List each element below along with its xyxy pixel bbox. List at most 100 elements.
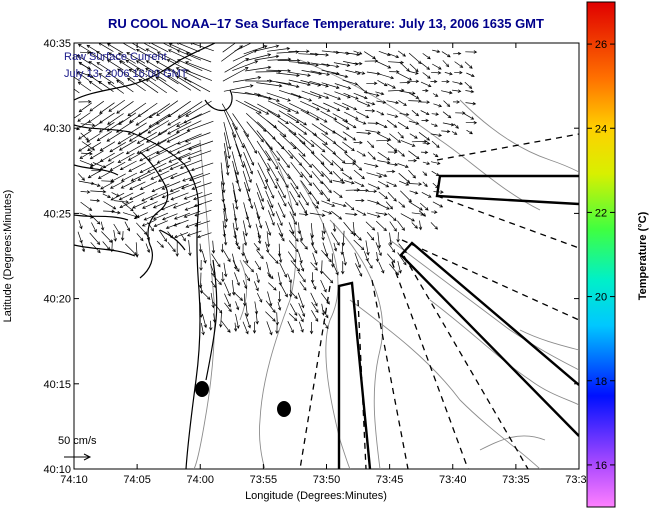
current-vector: [366, 231, 375, 241]
current-vector: [356, 150, 366, 157]
current-vector: [150, 170, 170, 180]
current-vector: [130, 172, 148, 182]
current-vector: [387, 213, 397, 222]
current-vector: [277, 301, 282, 311]
current-vector: [343, 92, 359, 100]
current-vector: [290, 92, 313, 102]
current-vector: [375, 251, 380, 263]
current-vector: [74, 76, 81, 82]
current-vector: [158, 229, 168, 243]
current-vector: [133, 212, 148, 220]
current-vector: [120, 231, 125, 242]
y-tick-label: 40:15: [43, 379, 71, 391]
current-vector: [289, 211, 297, 226]
current-vector: [290, 182, 301, 199]
current-vector: [344, 52, 361, 57]
current-vector: [254, 54, 280, 61]
current-vector: [183, 210, 201, 218]
temperature-colorbar: [586, 1, 616, 508]
current-vector: [132, 201, 148, 209]
current-vector: [169, 183, 189, 192]
current-vector: [127, 102, 147, 117]
current-vector: [396, 232, 400, 243]
current-vector: [185, 221, 202, 228]
current-vector: [342, 252, 347, 266]
current-vector: [420, 110, 430, 116]
current-vector: [275, 323, 279, 335]
current-vector: [421, 191, 432, 198]
current-vector: [309, 53, 330, 57]
current-vector: [276, 181, 286, 199]
current-vector: [234, 213, 239, 232]
current-vector: [397, 50, 406, 57]
current-vector: [465, 101, 477, 106]
current-vector: [309, 191, 320, 205]
current-vector: [149, 192, 167, 201]
current-vector: [376, 172, 388, 178]
current-vector: [235, 313, 240, 329]
current-vector: [86, 133, 101, 143]
current-vector: [444, 71, 453, 76]
current-vector: [432, 201, 444, 208]
current-vector: [148, 43, 169, 53]
current-vector: [192, 192, 213, 201]
current-vector: [310, 91, 330, 100]
current-vector: [87, 121, 103, 131]
current-vector: [310, 233, 315, 246]
current-vector: [199, 259, 203, 271]
current-vector: [223, 122, 232, 150]
current-vector: [356, 131, 372, 136]
current-vector: [365, 240, 370, 256]
current-vector: [183, 110, 211, 124]
current-vector: [265, 190, 274, 209]
current-vector: [256, 140, 271, 162]
current-vector: [320, 279, 327, 293]
y-tick-label: 40:35: [43, 38, 71, 50]
current-vector: [323, 92, 342, 100]
current-vector: [422, 161, 431, 165]
current-vector: [266, 170, 278, 190]
current-vector: [198, 243, 203, 253]
current-vector: [387, 150, 398, 154]
current-vector: [201, 291, 211, 300]
current-vector: [232, 122, 245, 149]
current-vector: [177, 59, 203, 72]
current-vector: [332, 202, 347, 208]
current-vector: [124, 221, 130, 232]
current-vector: [397, 131, 404, 139]
x-tick-label: 74:05: [123, 474, 151, 486]
current-vector: [145, 48, 167, 61]
current-vector: [287, 173, 299, 190]
current-vector: [378, 73, 395, 80]
current-vector: [320, 153, 334, 166]
current-vector: [145, 60, 168, 74]
current-vector: [344, 153, 357, 163]
x-axis-ticks: 74:10 74:05 74:00 73:55 73:50 73:45 73:40 73:35…: [60, 43, 593, 486]
current-vector: [79, 150, 93, 159]
current-vector: [188, 240, 192, 257]
current-vector: [212, 313, 217, 323]
current-vector: [378, 191, 388, 200]
current-vector: [210, 272, 222, 286]
current-vector: [311, 302, 319, 314]
current-vector: [77, 130, 92, 140]
current-vector: [173, 219, 189, 227]
current-vector: [366, 81, 378, 86]
current-vector: [376, 110, 385, 116]
current-vector: [108, 99, 126, 112]
current-vector: [364, 51, 376, 60]
current-vector: [89, 100, 105, 112]
legend-line-2: July 13, 2006 16:00 GMT: [64, 68, 188, 80]
current-vector: [120, 180, 137, 189]
current-vector: [265, 221, 272, 236]
current-vector: [90, 190, 107, 194]
current-vector: [289, 290, 298, 300]
current-vector: [136, 233, 144, 242]
current-vector: [290, 141, 306, 157]
current-vector: [276, 223, 284, 237]
current-vector: [222, 220, 227, 238]
current-vector: [334, 91, 351, 99]
current-vector: [278, 89, 302, 99]
current-vector: [253, 281, 259, 292]
current-vector: [242, 170, 251, 192]
